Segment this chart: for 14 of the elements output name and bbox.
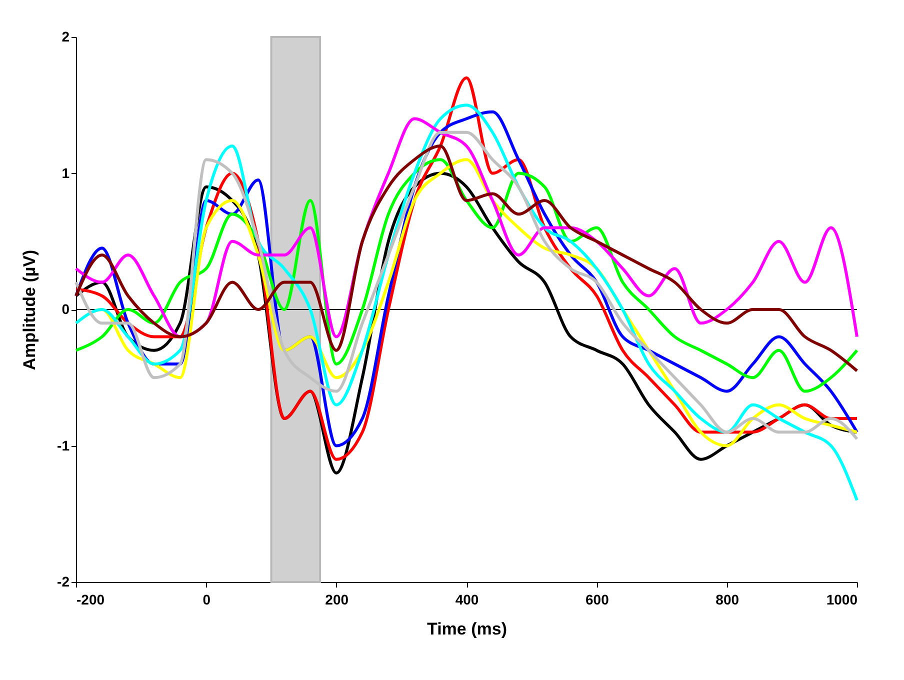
y-tick-label: -1 [57,437,70,454]
x-tick-label: 400 [455,592,479,608]
y-tick-label: 2 [62,28,70,44]
x-tick-label: 600 [585,592,610,608]
x-tick-label: 0 [202,592,211,608]
x-tick-label: 1000 [826,592,858,608]
x-axis-title: Time (ms) [427,620,507,638]
y-tick-label: 1 [62,164,70,181]
x-tick-label: 800 [716,592,740,608]
x-tick-label: 200 [325,592,349,608]
x-tick-label: -200 [76,592,105,608]
y-tick-label: -2 [57,574,70,590]
y-tick-label: 0 [62,301,70,317]
y-axis-title: Amplitude (µV) [20,250,40,370]
